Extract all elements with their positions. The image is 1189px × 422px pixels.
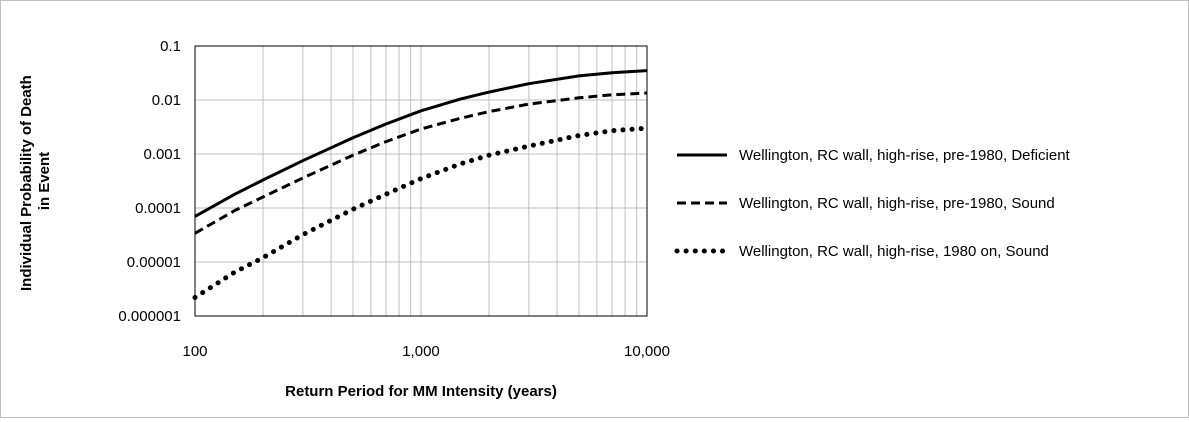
legend-label-1: Wellington, RC wall, high-rise, pre-1980…	[739, 147, 1071, 164]
series-line-2	[194, 91, 648, 235]
y-tick-label: 0.01	[152, 92, 181, 109]
y-tick-label: 0.000001	[118, 308, 181, 325]
y-tick-label: 0.1	[160, 38, 181, 55]
y-axis-title-line-1: Individual Probability of Death	[18, 75, 35, 291]
y-tick-label: 0.00001	[127, 254, 181, 271]
series-lines	[192, 69, 650, 300]
y-axis-title: Individual Probability of Death in Event	[18, 71, 53, 291]
legend-label-2: Wellington, RC wall, high-rise, pre-1980…	[739, 195, 1055, 212]
x-tick-label: 10,000	[624, 343, 670, 360]
y-tick-label: 0.0001	[135, 200, 181, 217]
plot-area-border	[194, 45, 648, 317]
legend: Wellington, RC wall, high-rise, pre-1980…	[674, 147, 1071, 260]
series-line-1	[194, 69, 648, 218]
y-axis-title-line-2: in Event	[36, 152, 53, 210]
x-axis-title: Return Period for MM Intensity (years)	[285, 383, 557, 400]
series-line-3	[192, 125, 650, 300]
x-tick-label: 100	[182, 343, 207, 360]
legend-label-3: Wellington, RC wall, high-rise, 1980 on,…	[739, 243, 1049, 260]
tick-labels: 0.1 0.01 0.001 0.0001 0.00001 0.000001 100 1,00…	[118, 38, 670, 360]
y-tick-label: 0.001	[143, 146, 181, 163]
x-tick-label: 1,000	[402, 343, 440, 360]
